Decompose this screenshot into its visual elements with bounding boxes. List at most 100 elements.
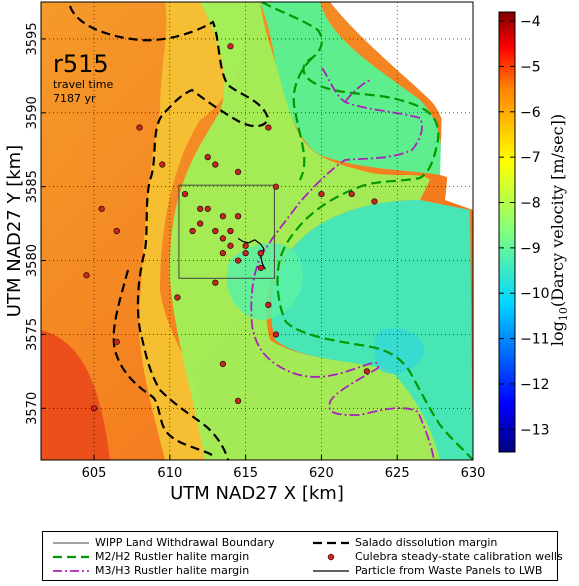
legend-swatch-m2h2 <box>53 555 89 559</box>
calibration-well <box>136 124 143 131</box>
colorbar-tick-label: −7 <box>520 150 541 166</box>
calibration-well <box>204 205 211 212</box>
x-tick-label: 620 <box>309 466 334 481</box>
calibration-well <box>257 250 264 257</box>
colorbar-tick-label: −12 <box>520 377 550 393</box>
calibration-well <box>318 190 325 198</box>
wipp-land-withdrawal-boundary <box>178 184 275 279</box>
x-axis-label: UTM NAD27 X [km] <box>170 483 344 504</box>
calibration-well <box>212 227 219 235</box>
colorbar-tick-label: −11 <box>520 332 550 348</box>
calibration-well <box>272 331 280 338</box>
travel-time-value: 7187 yr <box>53 92 96 105</box>
colorbar-tick-label: −8 <box>520 196 541 212</box>
calibration-well <box>265 124 272 131</box>
y-tick-label: 3585 <box>25 170 40 203</box>
m2h2-rustler-halite-margin <box>261 2 473 460</box>
colorbar-ticks: −4 −5 −6 −7 −8 −9 −10 −11 −12 −13 <box>499 14 550 438</box>
field-masked-e <box>440 2 473 210</box>
legend-swatch-wipp-boundary <box>53 542 89 544</box>
legend-swatch-particle <box>313 570 349 572</box>
legend-swatch-wells <box>327 553 335 561</box>
y-axis-label: UTM NAD27 Y [km] <box>4 145 25 317</box>
calibration-well <box>219 250 226 257</box>
calibration-well <box>197 220 204 227</box>
x-tick-label: 625 <box>385 466 410 481</box>
legend-swatch-m3h3 <box>53 570 89 572</box>
calibration-well <box>219 235 226 242</box>
calibration-well <box>83 272 90 279</box>
colorbar <box>498 11 516 453</box>
calibration-well <box>174 294 181 301</box>
calibration-well <box>234 213 242 220</box>
salado-dissolution-margin <box>68 5 270 460</box>
calibration-well <box>227 227 234 235</box>
m3h3-rustler-halite-margin-2 <box>344 79 371 103</box>
calibration-well <box>219 213 226 220</box>
y-tick-label: 3595 <box>25 22 40 55</box>
particle-path <box>237 237 266 270</box>
field-red-zone <box>41 330 110 460</box>
calibration-well <box>371 198 378 205</box>
calibration-wells-layer <box>83 43 378 412</box>
contours <box>68 2 473 460</box>
calibration-well <box>181 190 189 198</box>
calibration-well <box>363 368 370 375</box>
legend: WIPP Land Withdrawal Boundary Salado dis… <box>42 531 563 581</box>
field-cyan-patch <box>374 328 425 374</box>
calibration-well <box>204 154 211 161</box>
colorbar-tick-label: −5 <box>520 59 541 75</box>
y-tick-label: 3580 <box>25 244 40 277</box>
x-tick-label: 610 <box>157 466 182 481</box>
calibration-well <box>212 279 219 286</box>
y-tick-label: 3590 <box>25 96 40 129</box>
m2h2-inner <box>292 57 313 181</box>
x-tick-label: 605 <box>82 466 107 481</box>
colorbar-tick-label: −10 <box>520 286 550 302</box>
calibration-well <box>265 301 272 308</box>
calibration-well <box>272 183 280 190</box>
y-tick-labels: 3570 3575 3580 3585 3590 3595 <box>25 22 46 425</box>
calibration-well <box>234 397 242 405</box>
calibration-well <box>234 257 242 264</box>
field-green-north <box>260 2 442 175</box>
calibration-well <box>219 360 226 368</box>
calibration-well <box>257 264 264 272</box>
calibration-well <box>159 161 166 168</box>
wipp-boundary-layer <box>178 184 275 279</box>
legend-swatch-salado <box>313 541 349 545</box>
colorbar-tick-label: −13 <box>520 422 550 438</box>
colorbar-tick-label: −6 <box>520 105 541 121</box>
calibration-well <box>197 205 204 212</box>
calibration-well <box>242 242 249 249</box>
colorbar-label: log10(Darcy velocity [m/sec]) <box>548 114 570 346</box>
x-tick-label: 615 <box>233 466 258 481</box>
panel-label: r515 <box>53 50 109 78</box>
grid-lines <box>41 2 473 460</box>
plot-frame <box>40 1 474 461</box>
calibration-well <box>227 43 234 50</box>
calibration-well <box>189 227 196 235</box>
y-tick-label: 3570 <box>25 392 40 425</box>
particle-path-layer <box>237 237 266 270</box>
x-tick-labels: 605 610 615 620 625 630 <box>82 455 486 481</box>
calibration-well <box>227 242 234 249</box>
y-tick-label: 3575 <box>25 318 40 351</box>
x-tick-label: 630 <box>461 466 486 481</box>
m3h3-rustler-halite-margin <box>250 67 435 460</box>
calibration-well <box>242 250 249 257</box>
field-masked-ne <box>330 2 473 210</box>
calibration-well <box>90 405 98 412</box>
calibration-well <box>234 168 242 176</box>
travel-time-label: travel time <box>53 78 113 91</box>
calibration-well <box>98 205 105 212</box>
calibration-well <box>348 190 355 198</box>
colorbar-tick-label: −9 <box>520 241 541 257</box>
calibration-well <box>212 161 219 168</box>
velocity-field <box>41 2 473 460</box>
calibration-well <box>113 338 120 345</box>
field-yellow-band <box>139 2 246 460</box>
colorbar-tick-label: −4 <box>520 14 541 30</box>
calibration-well <box>113 227 120 235</box>
